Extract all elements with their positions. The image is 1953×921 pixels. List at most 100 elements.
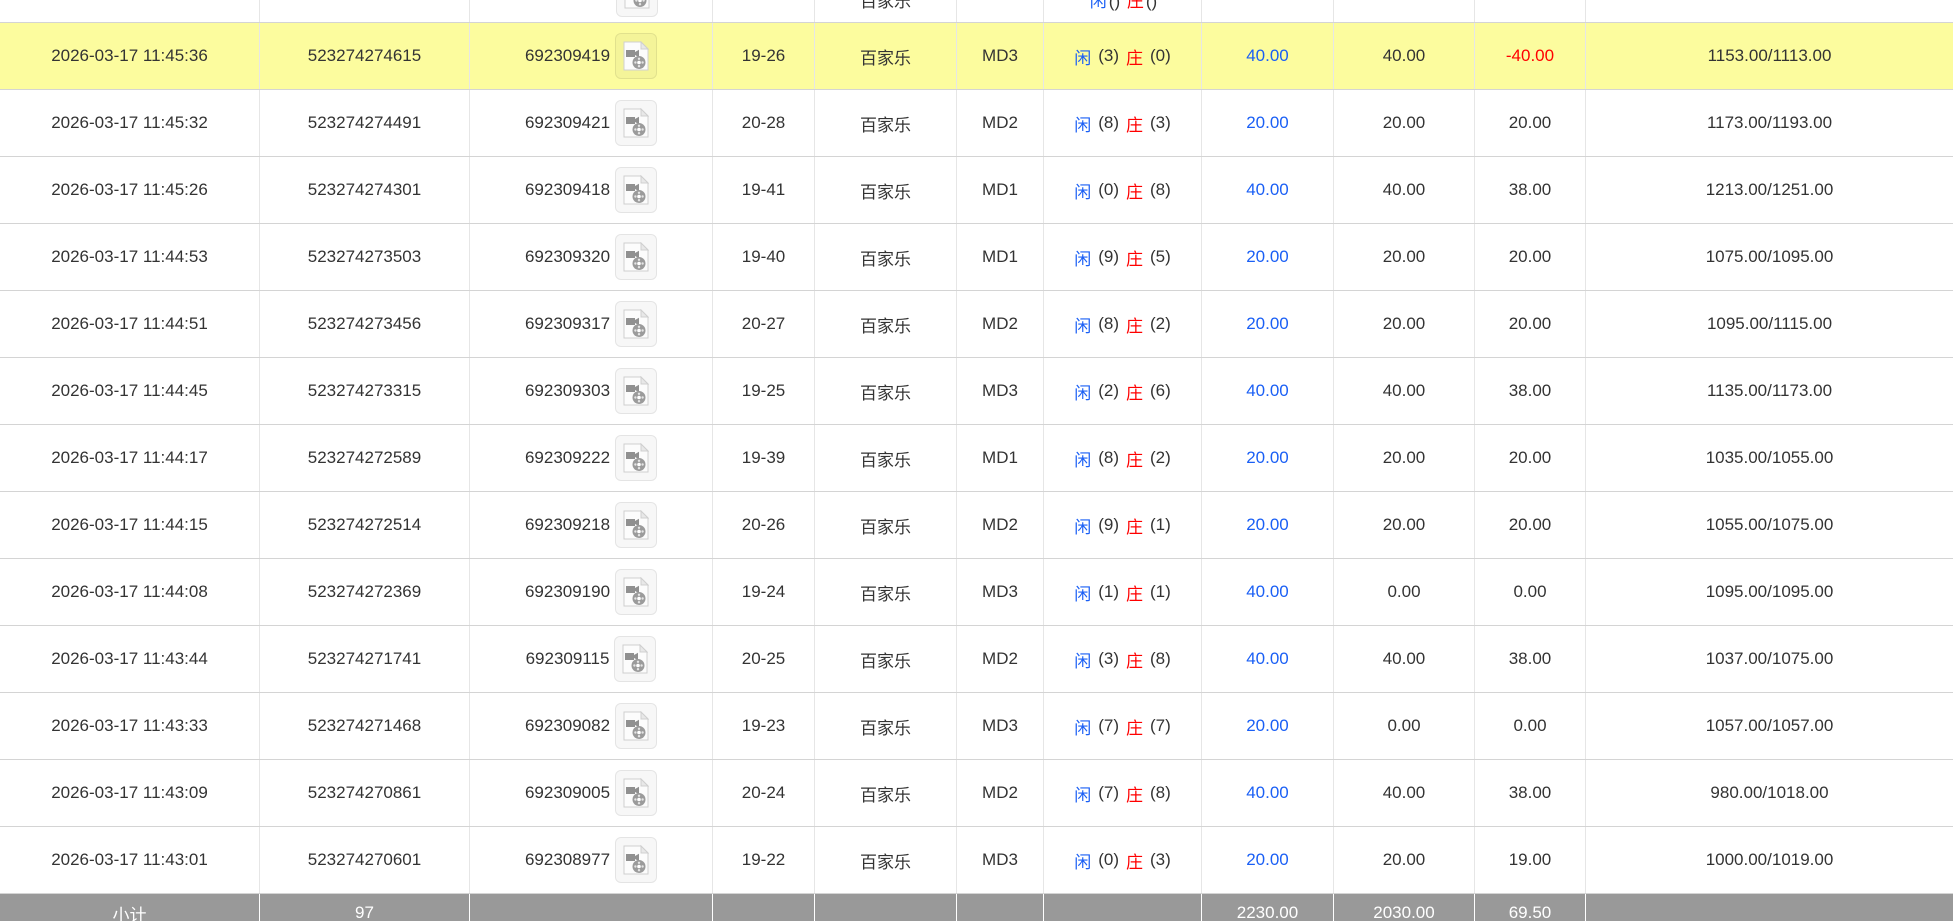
round-id: 692309005 [524,783,611,802]
cell-bet-id [260,0,470,22]
banker-count: (0) [1150,46,1171,65]
table-body: 2026-03-17 11:45:36 523274274615 6923094… [0,23,1953,894]
banker-count: (7) [1150,716,1171,735]
table-row[interactable]: 2026-03-17 11:44:08 523274272369 6923091… [0,559,1953,626]
winloss-amount: 20.00 [1508,113,1552,132]
round-id: 692309418 [524,180,611,199]
table-code: MD3 [982,381,1018,400]
cell-table: MD1 [957,425,1044,491]
table-row-partial[interactable]: 百家乐 闲() 庄() [0,0,1953,23]
video-replay-icon[interactable] [615,0,658,17]
player-label: 闲 [1074,584,1092,604]
round-number: 19-41 [741,180,786,199]
cell-bet: 40.00 [1202,23,1334,89]
subtotal-row: 小计 97 2230.00 2030.00 69.50 [0,894,1953,921]
valid-bet-amount: 40.00 [1382,783,1426,802]
cell-bet-id: 523274274615 [260,23,470,89]
cell-balance: 1000.00/1019.00 [1586,827,1953,893]
game-name: 百家乐 [860,517,911,537]
player-count: (7) [1098,783,1119,802]
video-replay-icon[interactable] [615,569,658,615]
balance-before-after: 1037.00/1075.00 [1705,649,1834,668]
banker-label: 庄 [1126,718,1143,738]
valid-bet-amount: 0.00 [1387,582,1421,601]
table-row[interactable]: 2026-03-17 11:44:17 523274272589 6923092… [0,425,1953,492]
video-replay-icon[interactable] [615,837,658,883]
video-replay-icon[interactable] [615,703,658,749]
cell-valid-bet: 20.00 [1334,291,1475,357]
table-row[interactable]: 2026-03-17 11:44:51 523274273456 6923093… [0,291,1953,358]
video-replay-icon[interactable] [615,770,658,816]
table-row[interactable]: 2026-03-17 11:43:33 523274271468 6923090… [0,693,1953,760]
table-row[interactable]: 2026-03-17 11:44:53 523274273503 6923093… [0,224,1953,291]
bet-time: 2026-03-17 11:44:45 [51,381,208,400]
banker-count: (5) [1150,247,1171,266]
video-replay-icon[interactable] [615,234,658,280]
bet-amount: 40.00 [1246,582,1289,601]
table-row[interactable]: 2026-03-17 11:43:09 523274270861 6923090… [0,760,1953,827]
video-replay-icon[interactable] [615,301,658,347]
table-code: MD2 [982,314,1018,333]
table-row[interactable]: 2026-03-17 11:45:26 523274274301 6923094… [0,157,1953,224]
player-label: 闲 [1074,785,1092,805]
game-name: 百家乐 [860,249,911,269]
bet-amount: 20.00 [1246,515,1289,534]
winloss-amount: 20.00 [1508,247,1552,266]
video-replay-icon[interactable] [615,368,658,414]
table-code: MD1 [982,180,1018,199]
cell-winloss: 38.00 [1475,358,1586,424]
video-replay-icon[interactable] [615,167,658,213]
cell-game: 百家乐 [815,626,957,692]
banker-count: (3) [1150,113,1171,132]
game-name: 百家乐 [860,182,911,202]
subtotal-empty [815,894,957,921]
cell-table: MD3 [957,23,1044,89]
cell-winloss: 20.00 [1475,492,1586,558]
video-replay-icon[interactable] [615,100,658,146]
banker-label: 庄 [1126,450,1143,470]
video-replay-icon[interactable] [615,502,658,548]
subtotal-empty [1586,894,1953,921]
winloss-amount: 38.00 [1508,180,1552,199]
video-replay-icon[interactable] [614,636,657,682]
table-row[interactable]: 2026-03-17 11:45:32 523274274491 6923094… [0,90,1953,157]
player-count: (3) [1098,46,1119,65]
table-row[interactable]: 2026-03-17 11:43:01 523274270601 6923089… [0,827,1953,894]
bet-id: 523274272514 [307,515,422,534]
player-count: (0) [1098,180,1119,199]
banker-count: (2) [1150,314,1171,333]
banker-count: (2) [1150,448,1171,467]
player-count: (0) [1098,850,1119,869]
player-count: (8) [1098,448,1119,467]
cell-valid-bet: 40.00 [1334,23,1475,89]
cell-round-no: 19-41 [713,157,815,223]
cell-bet: 40.00 [1202,626,1334,692]
banker-label: 庄 [1126,182,1143,202]
cell-bet-id: 523274271468 [260,693,470,759]
table-row[interactable]: 2026-03-17 11:45:36 523274274615 6923094… [0,23,1953,90]
table-row[interactable]: 2026-03-17 11:44:15 523274272514 6923092… [0,492,1953,559]
cell-table: MD3 [957,693,1044,759]
table-row[interactable]: 2026-03-17 11:44:45 523274273315 6923093… [0,358,1953,425]
round-id: 692309115 [525,649,610,668]
cell-balance [1586,0,1953,22]
cell-round-id: 692309303 [470,358,713,424]
balance-before-after: 980.00/1018.00 [1710,783,1829,802]
valid-bet-amount: 40.00 [1382,649,1426,668]
video-replay-icon[interactable] [615,435,658,481]
cell-bet-id: 523274270861 [260,760,470,826]
player-count: (3) [1098,649,1119,668]
cell-time: 2026-03-17 11:43:01 [0,827,260,893]
video-replay-icon[interactable] [615,33,658,79]
banker-label: 庄 [1126,517,1143,537]
table-row[interactable]: 2026-03-17 11:43:44 523274271741 6923091… [0,626,1953,693]
cell-valid-bet: 20.00 [1334,492,1475,558]
cell-balance: 1095.00/1095.00 [1586,559,1953,625]
banker-label: 庄 [1126,852,1143,872]
banker-label: 庄 [1126,48,1143,68]
player-label: 闲 [1074,383,1092,403]
cell-bet: 20.00 [1202,693,1334,759]
cell-result: 闲 (9) 庄 (1) [1044,492,1202,558]
game-name: 百家乐 [860,383,911,403]
player-label: 闲 [1074,517,1092,537]
